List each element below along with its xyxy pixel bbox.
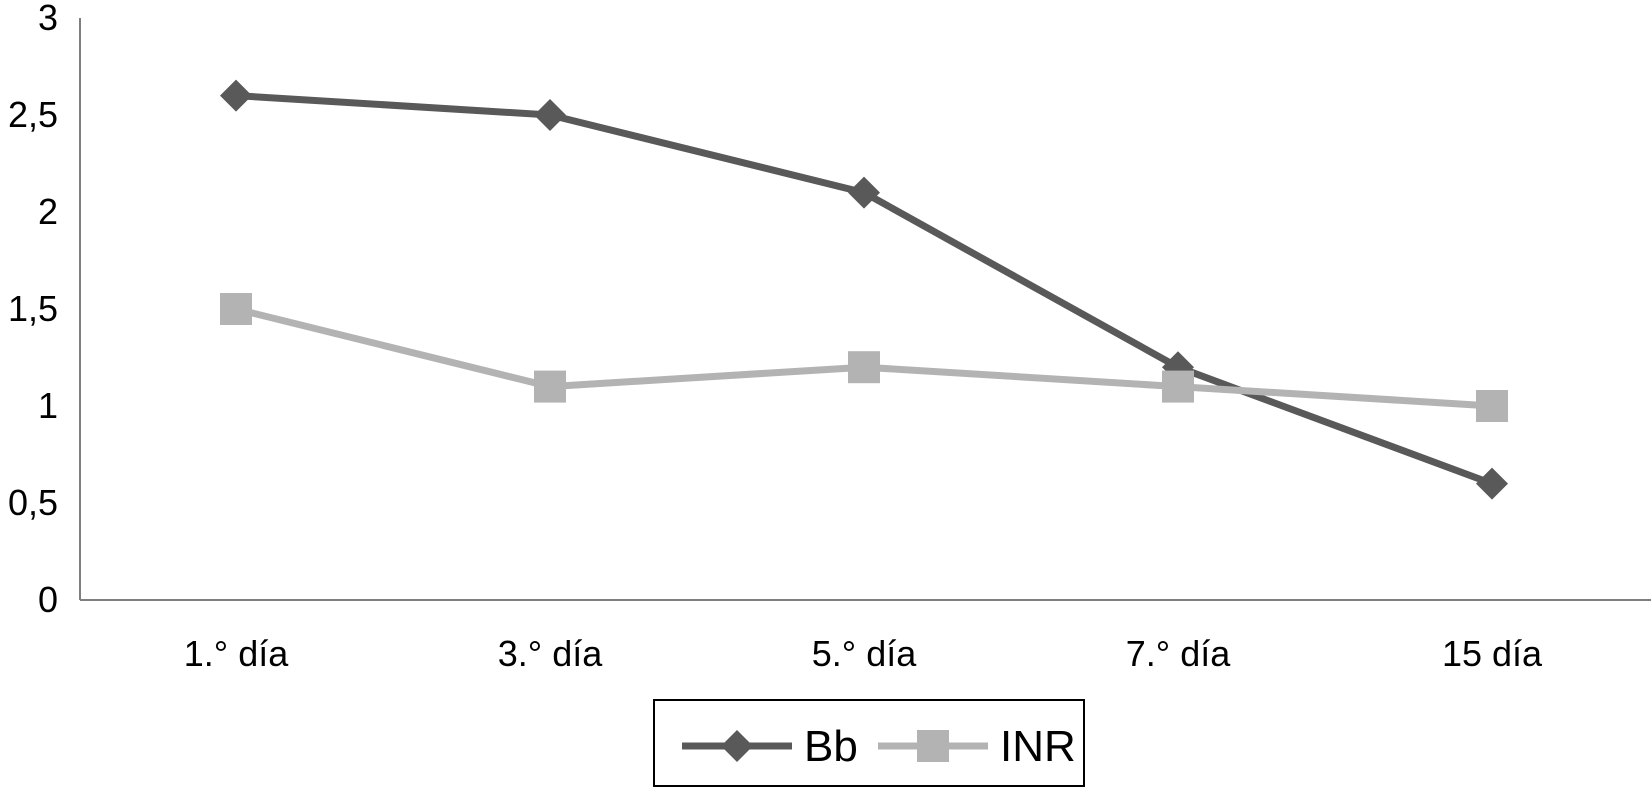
legend-label-bb: Bb: [804, 722, 858, 771]
x-tick-label: 1.° día: [184, 633, 289, 674]
x-tick-label: 3.° día: [498, 633, 603, 674]
legend: Bb INR: [653, 699, 1085, 787]
x-tick-label: 15 día: [1442, 633, 1543, 674]
data-point-bb: [220, 79, 252, 112]
y-tick-label: 1: [38, 385, 58, 426]
series-markers: [220, 79, 1508, 500]
legend-label-inr: INR: [1000, 722, 1076, 771]
data-point-bb: [848, 176, 880, 209]
y-tick-label: 2,5: [8, 94, 58, 135]
legend-items: Bb INR: [682, 722, 1076, 771]
x-tick-label: 5.° día: [812, 633, 917, 674]
data-point-inr: [1162, 370, 1194, 403]
series-line-bb: [235, 92, 1494, 487]
y-tick-label: 0: [38, 579, 58, 620]
data-point-bb: [534, 99, 566, 131]
data-point-inr: [1476, 390, 1508, 422]
data-point-inr: [534, 370, 566, 403]
legend-marker-inr: [917, 730, 949, 762]
legend-marker-bb: [721, 730, 753, 762]
y-tick-label: 3: [38, 0, 58, 38]
x-tick-label: 7.° día: [1126, 633, 1231, 674]
data-point-inr: [848, 351, 880, 384]
legend-item-bb: Bb: [682, 722, 858, 771]
data-point-inr: [220, 293, 252, 325]
data-point-bb: [1476, 467, 1508, 500]
legend-item-inr: INR: [878, 722, 1076, 771]
y-tick-label: 1,5: [8, 288, 58, 329]
y-tick-label: 0,5: [8, 482, 58, 523]
y-axis-ticks: 0 0,5 1 1,5 2 2,5 3: [8, 0, 58, 620]
series-lines: [235, 92, 1494, 487]
x-axis-ticks: 1.° día 3.° día 5.° día 7.° día 15 día: [184, 633, 1543, 674]
y-tick-label: 2: [38, 191, 58, 232]
